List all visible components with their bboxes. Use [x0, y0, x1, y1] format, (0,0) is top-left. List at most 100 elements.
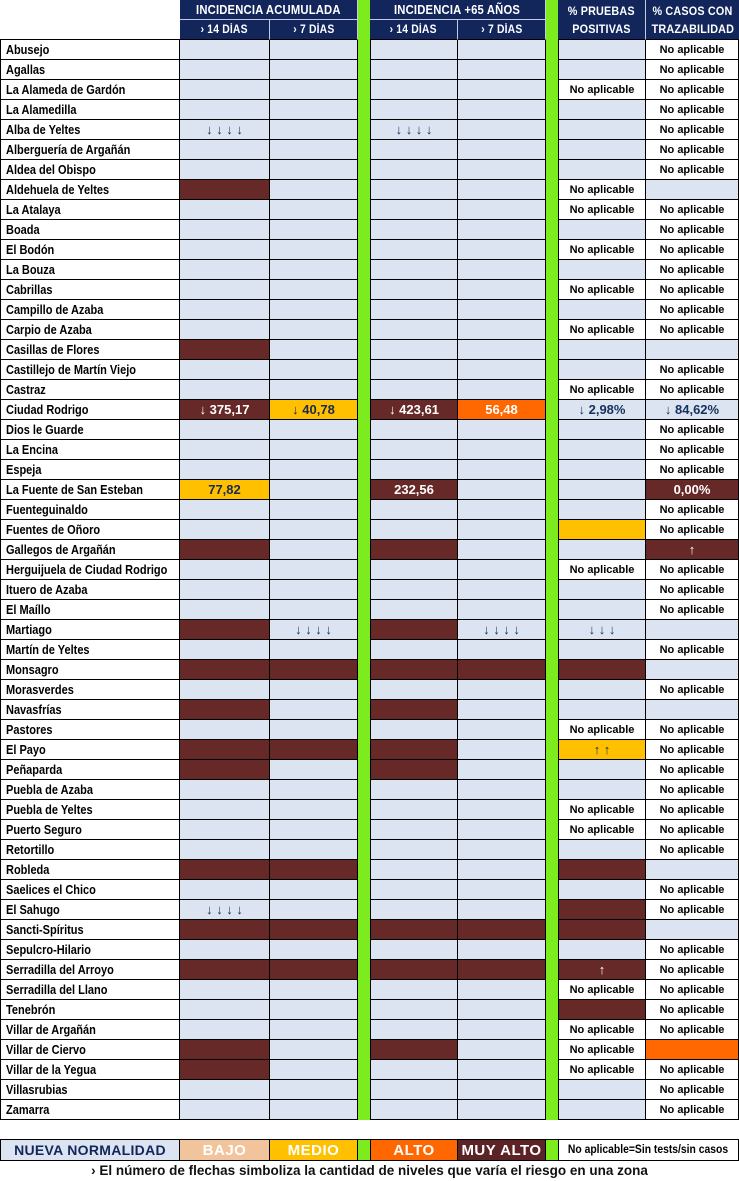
- header-65-14-dias: › 14 DÍAS: [370, 20, 458, 40]
- municipality-name: Sancti-Spíritus: [0, 920, 180, 940]
- data-cell: No aplicable: [558, 1040, 646, 1060]
- data-cell: No aplicable: [558, 560, 646, 580]
- data-cell: [180, 360, 270, 380]
- data-cell: [458, 480, 546, 500]
- data-cell: [270, 480, 358, 500]
- data-cell: [270, 940, 358, 960]
- data-cell: [270, 260, 358, 280]
- data-cell: ↓ 423,61: [370, 400, 458, 420]
- data-cell: No aplicable: [558, 280, 646, 300]
- data-cell: [458, 120, 546, 140]
- data-cell: [558, 760, 646, 780]
- data-cell: [558, 880, 646, 900]
- municipality-name: Dios le Guarde: [0, 420, 180, 440]
- data-cell: No aplicable: [646, 780, 739, 800]
- data-cell: [458, 80, 546, 100]
- data-cell: No aplicable: [646, 520, 739, 540]
- legend-bajo: BAJO: [180, 1139, 270, 1161]
- data-cell: No aplicable: [646, 740, 739, 760]
- data-cell: [558, 140, 646, 160]
- data-cell: [558, 680, 646, 700]
- data-cell: [458, 900, 546, 920]
- data-cell: [270, 960, 358, 980]
- data-cell: [180, 520, 270, 540]
- data-cell: [458, 780, 546, 800]
- data-cell: No aplicable: [646, 840, 739, 860]
- data-cell: [270, 200, 358, 220]
- data-cell: [370, 700, 458, 720]
- data-cell: [370, 520, 458, 540]
- municipality-name: Alberguería de Argañán: [0, 140, 180, 160]
- data-cell: [270, 280, 358, 300]
- data-cell: [180, 980, 270, 1000]
- data-cell: [458, 1060, 546, 1080]
- data-cell: [370, 820, 458, 840]
- data-cell: [458, 380, 546, 400]
- data-cell: [458, 860, 546, 880]
- data-cell: No aplicable: [646, 360, 739, 380]
- data-cell: No aplicable: [646, 260, 739, 280]
- data-cell: [558, 1100, 646, 1120]
- municipal-incidence-table: INCIDENCIA ACUMULADA INCIDENCIA +65 AÑOS…: [0, 0, 739, 1120]
- municipality-name: Ituero de Azaba: [0, 580, 180, 600]
- data-cell: [270, 440, 358, 460]
- municipality-name: Robleda: [0, 860, 180, 880]
- data-cell: [270, 220, 358, 240]
- data-cell: [458, 540, 546, 560]
- data-cell: [558, 580, 646, 600]
- data-cell: [646, 920, 739, 940]
- data-cell: [458, 240, 546, 260]
- data-cell: [270, 240, 358, 260]
- municipality-name: Navasfrías: [0, 700, 180, 720]
- data-cell: [180, 540, 270, 560]
- data-cell: [458, 320, 546, 340]
- data-cell: [370, 60, 458, 80]
- data-cell: [458, 340, 546, 360]
- municipality-name: Aldehuela de Yeltes: [0, 180, 180, 200]
- data-cell: [646, 660, 739, 680]
- data-cell: [180, 160, 270, 180]
- municipality-name: Monsagro: [0, 660, 180, 680]
- data-cell: [458, 220, 546, 240]
- data-cell: [270, 340, 358, 360]
- data-cell: No aplicable: [558, 380, 646, 400]
- data-cell: [558, 520, 646, 540]
- data-cell: [180, 760, 270, 780]
- data-cell: [646, 1040, 739, 1060]
- data-cell: No aplicable: [646, 100, 739, 120]
- data-cell: [270, 720, 358, 740]
- data-cell: [370, 920, 458, 940]
- municipality-name: Gallegos de Argañán: [0, 540, 180, 560]
- municipality-name: Boada: [0, 220, 180, 240]
- data-cell: [370, 660, 458, 680]
- data-cell: [458, 200, 546, 220]
- data-cell: [270, 320, 358, 340]
- data-cell: [180, 920, 270, 940]
- data-cell: [558, 420, 646, 440]
- data-cell: [180, 640, 270, 660]
- municipality-name: Puebla de Yeltes: [0, 800, 180, 820]
- data-cell: [458, 160, 546, 180]
- data-cell: ↓ 40,78: [270, 400, 358, 420]
- data-cell: [180, 1060, 270, 1080]
- data-cell: [270, 740, 358, 760]
- data-cell: [370, 1020, 458, 1040]
- data-cell: No aplicable: [646, 200, 739, 220]
- municipality-name: Ciudad Rodrigo: [0, 400, 180, 420]
- data-cell: [180, 560, 270, 580]
- data-cell: [370, 1100, 458, 1120]
- data-cell: No aplicable: [558, 980, 646, 1000]
- data-cell: [370, 960, 458, 980]
- data-cell: [458, 1020, 546, 1040]
- green-legend-separator: [546, 1139, 558, 1161]
- data-cell: [646, 700, 739, 720]
- data-cell: No aplicable: [646, 940, 739, 960]
- data-cell: [180, 700, 270, 720]
- data-cell: [458, 1100, 546, 1120]
- municipality-name: Villasrubias: [0, 1080, 180, 1100]
- data-cell: [270, 460, 358, 480]
- municipality-name: Casillas de Flores: [0, 340, 180, 360]
- municipality-name: Cabrillas: [0, 280, 180, 300]
- data-cell: [180, 340, 270, 360]
